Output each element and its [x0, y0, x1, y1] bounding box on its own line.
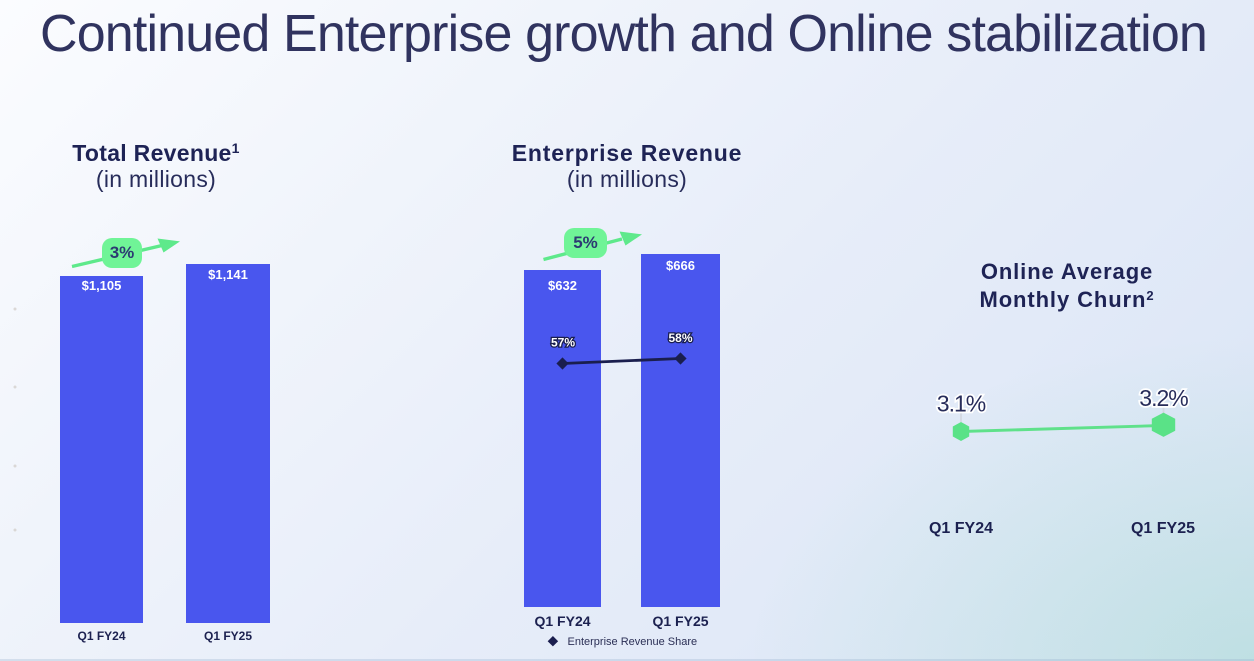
svg-text:57%: 57%	[551, 336, 575, 350]
svg-text:3.2%: 3.2%	[1139, 385, 1188, 411]
svg-text:3.1%: 3.1%	[937, 391, 986, 417]
svg-text:Enterprise Revenue Share: Enterprise Revenue Share	[568, 636, 698, 648]
svg-text:58%: 58%	[668, 331, 692, 345]
